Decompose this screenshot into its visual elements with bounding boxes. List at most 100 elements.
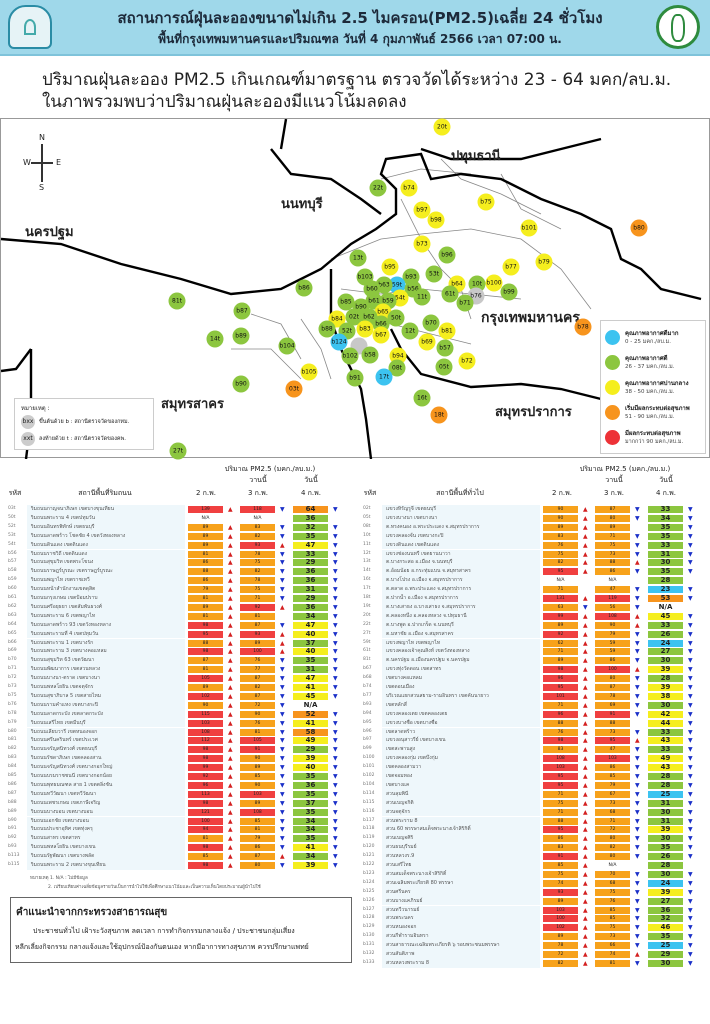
trend-down-icon: ▼ [688, 621, 693, 629]
trend-up-icon: ▲ [228, 666, 233, 674]
station-marker[interactable]: b88 [318, 320, 336, 338]
today-value: 31 [648, 550, 683, 558]
pm25-value: 96 [543, 710, 578, 718]
pm25-value: 100 [188, 817, 223, 825]
station-name: ริมถนนราษฎร์บูรณะ เขตราษฎร์บูรณะ [27, 567, 185, 577]
station-marker[interactable]: b104 [278, 337, 296, 355]
station-marker[interactable]: b72 [458, 352, 476, 370]
pm25-value: 92 [543, 630, 578, 638]
trend-up-icon: ▲ [583, 835, 588, 843]
station-code: b63 [8, 612, 17, 618]
trend-down-icon: ▼ [688, 897, 693, 905]
station-header: สถานีพื้นที่ทั่วไป [436, 489, 484, 497]
station-marker[interactable]: 05t [435, 358, 453, 376]
trend-up-icon: ▲ [583, 523, 588, 531]
station-marker[interactable]: b69 [418, 333, 436, 351]
trend-down-icon: ▼ [333, 559, 338, 567]
station-code: 11t [363, 541, 371, 547]
station-marker[interactable]: 14t [206, 330, 224, 348]
station-marker[interactable]: b102 [341, 347, 359, 365]
trend-down-icon: ▼ [635, 959, 640, 967]
station-marker[interactable]: 20t [433, 118, 451, 136]
today-value: 33 [648, 746, 683, 754]
station-marker[interactable]: b99 [500, 283, 518, 301]
station-marker[interactable]: 81t [168, 292, 186, 310]
station-marker[interactable]: b80 [630, 219, 648, 237]
station-marker[interactable]: b81 [438, 322, 456, 340]
station-marker[interactable]: b73 [413, 235, 431, 253]
station-marker[interactable]: b75 [477, 193, 495, 211]
trend-up-icon: ▲ [583, 728, 588, 736]
station-name: บริเวณแยกสวนสยาม-รามอินทรา เขตคันนายาว [382, 691, 540, 701]
station-marker[interactable]: b70 [422, 314, 440, 332]
station-marker[interactable]: 11t [413, 288, 431, 306]
trend-up-icon: ▲ [228, 755, 233, 763]
station-marker[interactable]: 03t [285, 380, 303, 398]
station-marker[interactable]: 50t [387, 309, 405, 327]
date-header: 4 ก.พ. [656, 489, 676, 497]
station-marker[interactable]: b67 [372, 326, 390, 344]
station-marker[interactable]: b89 [232, 327, 250, 345]
station-name: ต.บางโปรง อ.เมือง จ.สมุทรปราการ [382, 576, 540, 586]
station-marker[interactable]: 59t [388, 276, 406, 294]
trend-up-icon: ▲ [228, 648, 233, 656]
station-marker[interactable]: b86 [295, 279, 313, 297]
today-value: 24 [648, 879, 683, 887]
station-marker[interactable]: 08t [388, 359, 406, 377]
station-marker[interactable]: b101 [520, 219, 538, 237]
table-row: b87 ริมถนนทวีวัฒนา เขตทวีวัฒนา 113 ▲ 103 ▼ 35 ▼ [5, 789, 350, 799]
trend-down-icon: ▼ [280, 790, 285, 798]
station-marker[interactable]: 18t [430, 406, 448, 424]
table-row: 08t ต.ทรงคนอง อ.พระประแดง จ.สมุทรปราการ 89… [360, 522, 705, 532]
station-marker[interactable]: b71 [456, 294, 474, 312]
station-marker[interactable]: 22t [369, 179, 387, 197]
station-marker[interactable]: b77 [502, 258, 520, 276]
trend-up-icon: ▲ [583, 559, 588, 567]
pm25-value: 79 [595, 630, 630, 638]
table-row: b126 สวนบางแคภิรมย์ 89 ▲ 76 ▼ 27 ▼ [360, 896, 705, 906]
station-marker[interactable]: b83 [356, 320, 374, 338]
pm25-value: 76 [240, 657, 275, 665]
station-marker[interactable]: b96 [438, 246, 456, 264]
station-marker[interactable]: 17t [375, 368, 393, 386]
station-marker[interactable]: b98 [427, 211, 445, 229]
pm25-value: 85 [595, 773, 630, 780]
station-marker[interactable]: b91 [346, 369, 364, 387]
station-marker[interactable]: 27t [169, 442, 187, 460]
station-name: แขวงบางนา เขตบางนา [382, 513, 540, 523]
station-marker[interactable]: 16t [413, 389, 431, 407]
today-value: 24 [648, 639, 683, 647]
table-row: b70 ริมถนนสุขุมวิท 63 เขตวัฒนา 87 ▲ 76 ▼ 35 ▼ [5, 656, 350, 666]
station-marker[interactable]: b74 [400, 179, 418, 197]
station-marker[interactable]: b78 [574, 318, 592, 336]
station-marker[interactable]: b87 [233, 302, 251, 320]
station-marker[interactable]: b95 [381, 258, 399, 276]
trend-down-icon: ▼ [635, 781, 640, 789]
health-advice-box: คำแนะนำจากกระทรวงสาธารณสุข ประชาชนทั่วไป… [10, 897, 352, 963]
station-marker[interactable]: 12t [401, 322, 419, 340]
station-marker[interactable]: b57 [436, 339, 454, 357]
table-row: b79 ริมถนนเสรีไทย เขตมีนบุรี 103 ▲ 76 ▼ 41 ▼ [5, 718, 350, 728]
station-marker[interactable]: b124 [330, 333, 348, 351]
station-marker[interactable]: b97 [413, 201, 431, 219]
station-marker[interactable]: 53t [425, 265, 443, 283]
station-marker[interactable]: b79 [535, 253, 553, 271]
station-marker[interactable]: 61t [441, 285, 459, 303]
pm25-value: 108 [543, 755, 578, 763]
station-marker[interactable]: b105 [300, 363, 318, 381]
trend-up-icon: ▲ [635, 559, 640, 567]
trend-down-icon: ▼ [635, 728, 640, 736]
pm25-value: 89 [188, 532, 223, 540]
station-name: เขตหลักสี่ [382, 700, 540, 710]
station-marker[interactable]: b85 [337, 293, 355, 311]
station-marker[interactable]: b58 [361, 346, 379, 364]
station-code: b81 [8, 737, 17, 743]
station-marker[interactable]: 13t [349, 249, 367, 267]
station-marker[interactable]: b100 [485, 274, 503, 292]
trend-down-icon: ▼ [635, 595, 640, 602]
pm25-value: 71 [595, 532, 630, 540]
station-code: b59 [8, 577, 17, 583]
compass-west: W [23, 158, 31, 167]
station-marker[interactable]: 02t [345, 308, 363, 326]
station-marker[interactable]: b90 [232, 375, 250, 393]
